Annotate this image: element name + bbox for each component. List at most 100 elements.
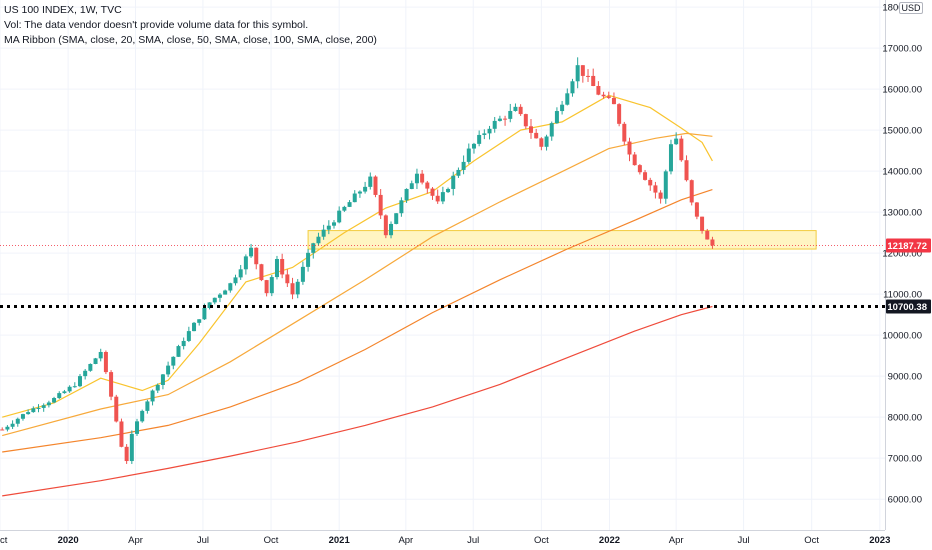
candle-body[interactable] — [648, 179, 653, 186]
candle-body[interactable] — [238, 269, 243, 278]
candle-body[interactable] — [26, 412, 31, 415]
candle-body[interactable] — [31, 408, 36, 413]
candle-body[interactable] — [342, 206, 347, 211]
candle-body[interactable] — [627, 141, 632, 155]
candle-body[interactable] — [212, 297, 217, 303]
candle-body[interactable] — [274, 258, 279, 278]
candle-body[interactable] — [373, 176, 378, 195]
candle-body[interactable] — [601, 94, 606, 97]
candle-body[interactable] — [46, 402, 51, 406]
candle-body[interactable] — [103, 351, 108, 373]
candle-body[interactable] — [689, 180, 694, 203]
candle-body[interactable] — [311, 243, 316, 253]
candle-body[interactable] — [596, 85, 601, 95]
candle-body[interactable] — [513, 106, 518, 111]
candle-body[interactable] — [570, 81, 575, 94]
candle-body[interactable] — [487, 128, 492, 134]
candle-body[interactable] — [549, 123, 554, 137]
candle-body[interactable] — [129, 433, 134, 462]
candle-body[interactable] — [674, 138, 679, 145]
candle-body[interactable] — [5, 426, 10, 430]
candle-body[interactable] — [332, 222, 337, 226]
candle-body[interactable] — [249, 247, 254, 257]
candle-body[interactable] — [482, 133, 487, 135]
candle-body[interactable] — [694, 202, 699, 217]
candle-body[interactable] — [41, 405, 46, 408]
candle-body[interactable] — [518, 106, 523, 115]
candle-body[interactable] — [119, 421, 124, 447]
candle-body[interactable] — [280, 258, 285, 275]
support-level-label[interactable]: 10700.38 — [887, 302, 927, 313]
candle-body[interactable] — [404, 188, 409, 201]
candle-body[interactable] — [508, 110, 513, 119]
candle-body[interactable] — [57, 393, 62, 399]
candle-body[interactable] — [36, 407, 41, 409]
candle-body[interactable] — [52, 398, 57, 403]
candle-body[interactable] — [394, 213, 399, 224]
candle-body[interactable] — [357, 191, 362, 194]
candle-body[interactable] — [529, 126, 533, 133]
candle-body[interactable] — [580, 65, 585, 76]
candle-body[interactable] — [300, 266, 305, 282]
candle-body[interactable] — [668, 144, 673, 172]
candle-body[interactable] — [109, 372, 114, 397]
candle-body[interactable] — [20, 414, 25, 419]
candle-body[interactable] — [575, 65, 580, 82]
candle-body[interactable] — [700, 216, 705, 231]
candle-body[interactable] — [150, 390, 155, 402]
candle-body[interactable] — [10, 423, 15, 427]
candle-body[interactable] — [269, 277, 274, 294]
candle-body[interactable] — [259, 264, 264, 281]
candle-body[interactable] — [565, 93, 570, 105]
candle-body[interactable] — [186, 331, 191, 341]
symbol-title[interactable]: US 100 INDEX, 1W, TVC — [4, 4, 122, 16]
candle-body[interactable] — [705, 230, 710, 240]
candle-body[interactable] — [425, 182, 430, 189]
candle-body[interactable] — [15, 418, 20, 424]
candle-body[interactable] — [223, 290, 228, 295]
candle-body[interactable] — [264, 280, 269, 294]
candle-body[interactable] — [295, 281, 300, 295]
candle-body[interactable] — [347, 202, 352, 207]
candle-body[interactable] — [534, 132, 539, 139]
candle-body[interactable] — [684, 160, 689, 181]
candle-body[interactable] — [145, 401, 150, 411]
candle-body[interactable] — [98, 351, 103, 359]
candle-body[interactable] — [77, 376, 82, 387]
candle-body[interactable] — [160, 374, 165, 385]
ma-ribbon-label[interactable]: MA Ribbon (SMA, close, 20, SMA, close, 5… — [4, 34, 377, 46]
candle-body[interactable] — [171, 356, 176, 366]
candle-body[interactable] — [290, 283, 295, 295]
candle-body[interactable] — [228, 283, 233, 291]
candle-body[interactable] — [135, 421, 140, 434]
candle-body[interactable] — [217, 294, 222, 298]
candle-body[interactable] — [88, 363, 93, 371]
candle-body[interactable] — [492, 120, 497, 129]
candle-body[interactable] — [632, 154, 637, 166]
candle-body[interactable] — [67, 386, 72, 392]
candle-body[interactable] — [430, 188, 435, 196]
candle-body[interactable] — [554, 111, 559, 124]
candle-body[interactable] — [62, 391, 67, 394]
candle-body[interactable] — [378, 194, 383, 216]
last-price-label[interactable]: 12187.72 — [887, 241, 927, 252]
candle-body[interactable] — [637, 165, 642, 173]
candle-body[interactable] — [544, 136, 549, 147]
candle-body[interactable] — [658, 192, 663, 199]
candle-body[interactable] — [679, 138, 684, 161]
candle-body[interactable] — [202, 308, 207, 320]
candle-body[interactable] — [456, 169, 461, 176]
candle-body[interactable] — [497, 118, 502, 121]
candle-body[interactable] — [0, 429, 5, 431]
candle-body[interactable] — [586, 75, 591, 77]
candle-body[interactable] — [710, 239, 715, 246]
candle-body[interactable] — [435, 195, 440, 202]
candle-body[interactable] — [192, 322, 197, 332]
candle-body[interactable] — [560, 104, 565, 112]
candle-body[interactable] — [414, 173, 419, 184]
candle-body[interactable] — [611, 97, 616, 105]
candle-body[interactable] — [653, 185, 658, 193]
candle-body[interactable] — [389, 223, 394, 236]
candle-body[interactable] — [409, 183, 414, 189]
candle-body[interactable] — [181, 340, 186, 347]
